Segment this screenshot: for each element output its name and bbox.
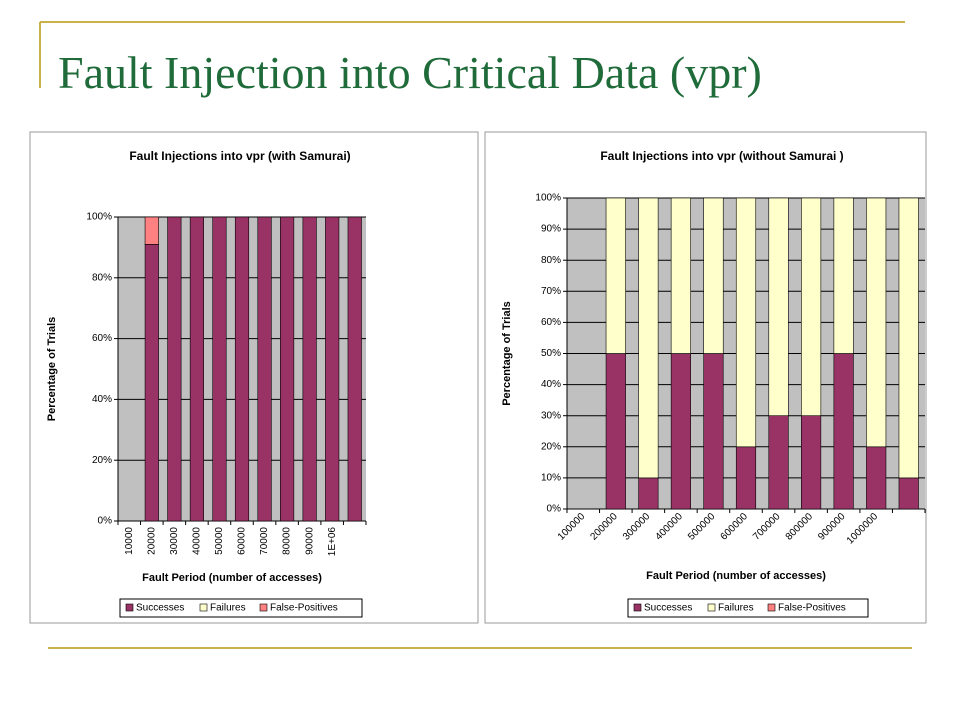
bar-segment: [735, 446, 757, 510]
y-tick-label: 40%: [541, 379, 561, 390]
y-tick-label: 70%: [541, 286, 561, 297]
bar-segment: [605, 197, 626, 354]
bar-segment: [234, 216, 250, 522]
legend-swatch: [199, 603, 208, 612]
bar-segment: [144, 216, 159, 245]
x-tick-label: 1E+06: [327, 527, 338, 557]
x-axis-label: Fault Period (number of accesses): [142, 572, 322, 584]
y-axis-label: Percentage of Trials: [46, 317, 58, 422]
x-tick-label: 80000: [282, 527, 293, 555]
legend-label: Successes: [644, 603, 692, 614]
x-tick-label: 70000: [259, 527, 270, 555]
legend-label: Successes: [136, 603, 184, 614]
legend-swatch: [125, 603, 134, 612]
legend-box: [119, 598, 363, 618]
bar-segment: [898, 477, 919, 510]
y-tick-label: 60%: [92, 333, 112, 344]
bar-segment: [670, 197, 691, 354]
legend-label: False-Positives: [270, 603, 338, 614]
y-tick-label: 90%: [541, 224, 561, 235]
bar-segment: [768, 197, 789, 416]
bar-segment: [898, 197, 919, 479]
bar-segment: [605, 353, 626, 510]
bar-segment: [801, 415, 822, 510]
bar-segment: [212, 216, 227, 522]
legend-swatch: [707, 603, 716, 612]
y-tick-label: 80%: [92, 272, 112, 283]
y-tick-label: 20%: [92, 455, 112, 466]
bar-segment: [866, 446, 887, 510]
x-tick-label: 20000: [146, 527, 157, 555]
y-tick-label: 0%: [98, 516, 113, 527]
x-tick-label: 40000: [192, 527, 203, 555]
legend-label: Failures: [210, 603, 246, 614]
x-tick-label: 90000: [304, 527, 315, 555]
x-tick-label: 30000: [169, 527, 180, 555]
bar-segment: [670, 353, 691, 510]
x-tick-label: 10000: [124, 527, 135, 555]
y-axis-label: Percentage of Trials: [501, 301, 513, 406]
y-tick-label: 0%: [547, 504, 562, 515]
chart-title: Fault Injections into vpr (with Samurai): [129, 149, 350, 163]
bar-segment: [833, 353, 854, 510]
bar-segment: [144, 244, 159, 522]
bar-segment: [280, 216, 295, 522]
bar-segment: [801, 197, 822, 416]
bar-segment: [167, 216, 182, 522]
y-tick-label: 100%: [535, 193, 561, 204]
bar-segment: [833, 197, 854, 354]
bar-segment: [866, 197, 887, 448]
bar-segment: [325, 216, 340, 522]
bar-segment: [257, 216, 272, 522]
y-tick-label: 10%: [541, 473, 561, 484]
bar-segment: [638, 197, 659, 479]
bar-segment: [302, 216, 317, 522]
bar-segment: [735, 197, 757, 448]
slide-title: Fault Injection into Critical Data (vpr): [58, 47, 762, 98]
bar-segment: [347, 216, 362, 522]
y-tick-label: 100%: [86, 212, 112, 223]
legend-swatch: [633, 603, 642, 612]
bar-segment: [638, 477, 659, 510]
legend-swatch: [767, 603, 776, 612]
x-axis-label: Fault Period (number of accesses): [646, 570, 826, 582]
y-tick-label: 20%: [541, 441, 561, 452]
y-tick-label: 60%: [541, 317, 561, 328]
legend-label: Failures: [718, 603, 754, 614]
bar-segment: [703, 353, 724, 510]
x-tick-label: 50000: [214, 527, 225, 555]
y-tick-label: 30%: [541, 410, 561, 421]
bar-segment: [703, 197, 724, 354]
y-tick-label: 40%: [92, 394, 112, 405]
y-tick-label: 80%: [541, 255, 561, 266]
bar-segment: [768, 415, 789, 510]
x-tick-label: 60000: [237, 527, 248, 555]
bar-segment: [189, 216, 204, 522]
legend-swatch: [259, 603, 268, 612]
legend-box: [627, 598, 869, 618]
legend-label: False-Positives: [778, 603, 846, 614]
y-tick-label: 50%: [541, 348, 561, 359]
chart-title: Fault Injections into vpr (without Samur…: [600, 149, 843, 163]
